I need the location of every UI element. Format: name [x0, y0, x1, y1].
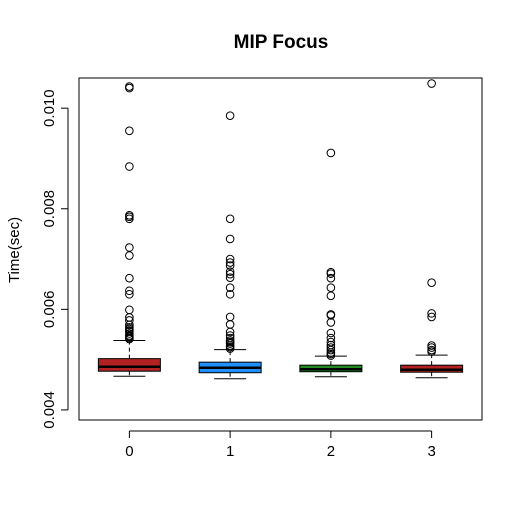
chart-title: MIP Focus [234, 32, 329, 53]
outlier-point [326, 345, 336, 355]
y-tick-label: 0.004 [41, 391, 58, 429]
outlier-point [125, 305, 134, 315]
outlier-point [427, 347, 436, 356]
x-tick-label: 1 [226, 443, 234, 460]
outlier-point [326, 328, 336, 338]
outlier-point [326, 318, 336, 327]
outlier-point [427, 309, 436, 318]
outlier-point [125, 286, 134, 296]
outlier-point [125, 243, 134, 252]
x-axis: 0 1 2 3 [125, 430, 436, 460]
y-axis-label: Time(sec) [6, 217, 23, 283]
outlier-point [326, 333, 336, 343]
box-1 [198, 111, 262, 380]
box-0 [97, 82, 161, 377]
y-tick-label: 0.010 [41, 89, 58, 127]
outlier-point [427, 79, 436, 88]
outlier-point [225, 254, 235, 264]
outlier-point [225, 111, 235, 121]
iqr-box [97, 358, 161, 372]
outlier-point [326, 283, 336, 293]
box-2 [299, 148, 363, 378]
outlier-point [125, 334, 134, 344]
outlier-point [225, 327, 235, 337]
box-3 [400, 79, 464, 379]
outlier-point [225, 273, 235, 282]
outlier-point [125, 162, 134, 171]
x-tick-label: 3 [427, 443, 435, 460]
outlier-point [225, 234, 235, 244]
outlier-point [125, 289, 134, 299]
y-axis: 0.004 0.006 0.008 0.010 [41, 89, 69, 429]
outlier-point [326, 311, 336, 320]
boxes-group [97, 79, 464, 380]
outlier-point [125, 214, 134, 224]
outlier-point [326, 269, 336, 278]
outlier-point [225, 320, 235, 329]
outlier-point [326, 291, 336, 301]
x-tick-label: 0 [125, 443, 133, 460]
outlier-point [225, 289, 235, 299]
outlier-point [125, 273, 134, 283]
outlier-point [326, 273, 336, 283]
outlier-point [125, 126, 134, 136]
outlier-point [225, 344, 235, 353]
outlier-point [225, 214, 235, 224]
y-tick-label: 0.008 [41, 190, 58, 228]
outlier-point [125, 251, 134, 260]
outlier-point [326, 148, 336, 158]
x-tick-label: 2 [327, 443, 335, 460]
outlier-point [427, 312, 436, 322]
plot-frame [78, 77, 483, 421]
outlier-point [225, 312, 235, 322]
outlier-point [225, 261, 235, 270]
outlier-point [225, 258, 235, 267]
outlier-point [225, 269, 235, 279]
outlier-point [125, 83, 134, 93]
outlier-point [427, 343, 436, 352]
outlier-point [427, 278, 436, 287]
y-tick-label: 0.006 [41, 291, 58, 329]
outlier-point [225, 267, 235, 276]
outlier-point [326, 351, 336, 360]
outlier-point [225, 283, 235, 293]
outlier-point [125, 316, 134, 325]
outlier-point [125, 320, 134, 330]
